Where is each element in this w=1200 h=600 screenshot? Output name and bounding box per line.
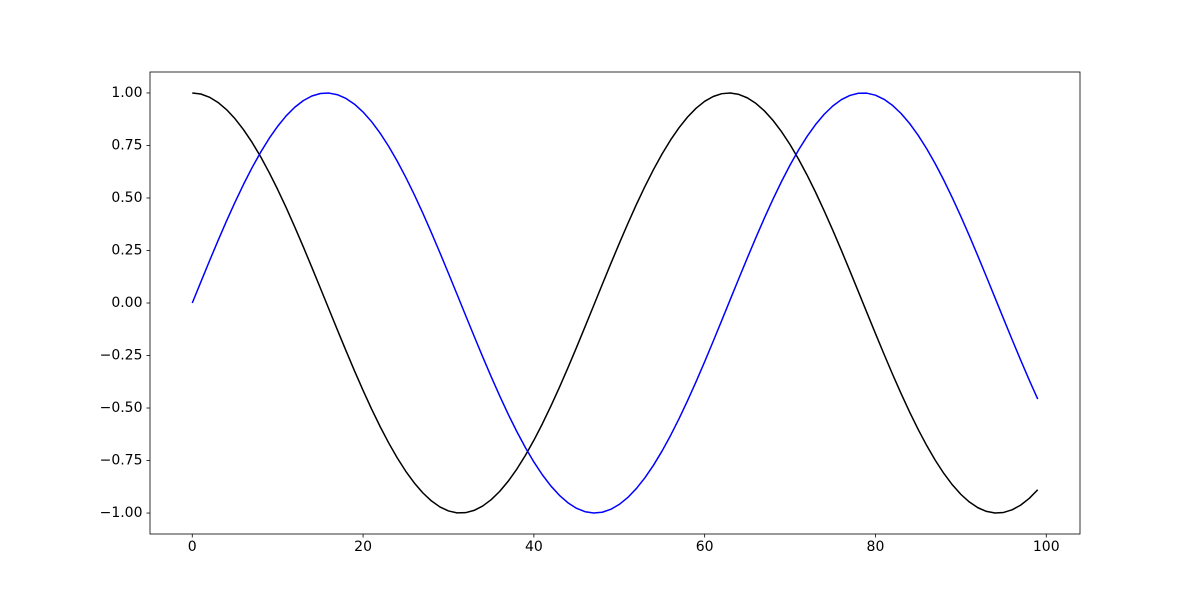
ytick-label: 0.00 <box>111 295 142 311</box>
xtick-label: 60 <box>696 539 714 555</box>
xtick-label: 40 <box>525 539 543 555</box>
ytick-label: 0.25 <box>111 242 142 258</box>
ytick-label: 0.50 <box>111 190 142 206</box>
ytick-label: −1.00 <box>100 505 143 521</box>
xtick-label: 20 <box>354 539 372 555</box>
xtick-label: 80 <box>867 539 885 555</box>
ytick-label: −0.50 <box>100 400 143 416</box>
ytick-label: 0.75 <box>111 137 142 153</box>
chart-container: 0 20 40 60 80 100 −1.00 −0.75 −0.50 −0.25 0.00 0.25… <box>0 0 1200 600</box>
xtick-label: 0 <box>188 539 197 555</box>
axes-bg <box>150 72 1080 534</box>
line-chart: 0 20 40 60 80 100 −1.00 −0.75 −0.50 −0.25 0.00 0.25… <box>0 0 1200 600</box>
ytick-label: −0.25 <box>100 348 143 364</box>
ytick-label: −0.75 <box>100 453 143 469</box>
ytick-label: 1.00 <box>111 85 142 101</box>
xtick-label: 100 <box>1033 539 1060 555</box>
